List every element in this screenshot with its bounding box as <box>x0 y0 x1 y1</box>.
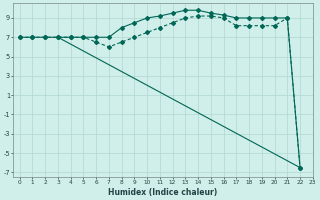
X-axis label: Humidex (Indice chaleur): Humidex (Indice chaleur) <box>108 188 218 197</box>
